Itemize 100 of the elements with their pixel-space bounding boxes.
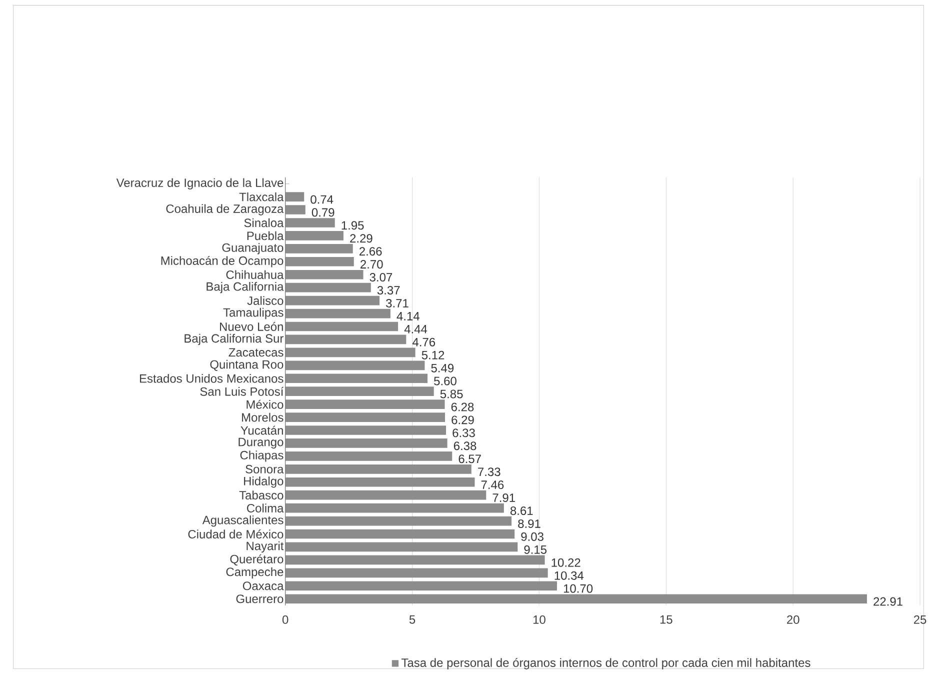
x-tick-label: 20 bbox=[787, 615, 800, 624]
y-tick-label: Durango bbox=[238, 438, 284, 449]
data-label: 4.14 bbox=[396, 312, 420, 320]
data-label: 10.34 bbox=[554, 571, 584, 580]
y-tick-label: Aguascalientes bbox=[202, 515, 284, 527]
y-tick-label: Sinaloa bbox=[244, 218, 284, 228]
bar bbox=[285, 412, 446, 422]
bar bbox=[285, 594, 867, 604]
y-tick-label: Ciudad de México bbox=[188, 530, 284, 538]
data-label: 0.79 bbox=[312, 208, 334, 217]
y-tick-label: Estados Unidos Mexicanos bbox=[140, 374, 284, 383]
y-tick-label: Tabasco bbox=[239, 490, 284, 500]
data-label: 5.49 bbox=[431, 364, 454, 372]
bar bbox=[285, 256, 354, 266]
y-tick-label: Jalisco bbox=[247, 296, 284, 305]
y-tick-label: San Luis Potosí bbox=[200, 386, 284, 396]
bar bbox=[285, 555, 545, 565]
y-tick-label: Veracruz de Ignacio de la Llave bbox=[116, 178, 284, 190]
y-tick-label: Querétaro bbox=[230, 554, 284, 566]
bar bbox=[285, 218, 335, 228]
x-tick-label: 5 bbox=[409, 615, 416, 624]
y-tick-label: Nuevo León bbox=[220, 322, 283, 331]
bar bbox=[285, 322, 398, 332]
y-tick-label: Coahuila de Zaragoza bbox=[166, 204, 284, 216]
data-label: 2.66 bbox=[360, 247, 382, 256]
data-label: 7.91 bbox=[492, 494, 515, 502]
bar bbox=[285, 282, 371, 292]
data-label: 9.03 bbox=[521, 532, 544, 541]
data-label: 6.28 bbox=[451, 402, 474, 412]
data-label: 7.33 bbox=[478, 468, 500, 476]
y-tick-label: Hidalgo bbox=[244, 476, 284, 488]
data-label: 2.70 bbox=[360, 260, 383, 269]
data-label: 6.57 bbox=[458, 454, 481, 464]
bar bbox=[285, 529, 515, 539]
data-label: 8.61 bbox=[510, 506, 533, 515]
bar bbox=[285, 374, 428, 384]
bar bbox=[285, 452, 452, 461]
bar bbox=[285, 296, 380, 306]
y-tick-label: México bbox=[246, 400, 284, 409]
y-tick-label: Chihuahua bbox=[226, 270, 284, 280]
x-tick-label: 25 bbox=[914, 615, 926, 624]
bar bbox=[285, 542, 518, 552]
data-label: 3.37 bbox=[377, 286, 400, 295]
data-label: 22.91 bbox=[874, 597, 902, 606]
data-label: 6.29 bbox=[452, 416, 474, 424]
bar bbox=[285, 192, 304, 202]
x-tick-label: 0 bbox=[282, 615, 288, 624]
data-label: 6.33 bbox=[452, 428, 475, 438]
y-tick-label: Puebla bbox=[247, 231, 284, 240]
bar bbox=[285, 231, 344, 240]
legend-label: Tasa de personal de órganos internos de control por cada cien mil habitantes bbox=[401, 658, 810, 670]
bar bbox=[285, 400, 445, 409]
y-tick-label: Sonora bbox=[246, 464, 284, 474]
bar bbox=[285, 348, 416, 358]
bar bbox=[285, 516, 512, 526]
bar bbox=[285, 270, 364, 280]
data-label: 7.46 bbox=[481, 480, 504, 490]
bar bbox=[285, 205, 306, 214]
y-tick-label: Colima bbox=[247, 504, 284, 512]
data-label: 6.38 bbox=[454, 442, 476, 450]
y-tick-label: Morelos bbox=[242, 412, 284, 422]
y-tick-label: Baja California Sur bbox=[184, 334, 284, 346]
data-label: 5.60 bbox=[434, 376, 456, 386]
bar bbox=[285, 334, 406, 344]
bar bbox=[285, 360, 425, 370]
y-tick-label: Guanajuato bbox=[222, 243, 284, 254]
data-label: 2.29 bbox=[350, 234, 372, 243]
data-label: 1.95 bbox=[342, 221, 364, 230]
y-tick-label: Michoacán de Ocampo bbox=[161, 256, 284, 268]
x-tick-label: 15 bbox=[660, 615, 672, 624]
bar bbox=[285, 477, 475, 487]
y-tick-label: Tlaxcala bbox=[239, 192, 284, 202]
data-label: 9.15 bbox=[524, 545, 547, 554]
y-tick-label: Baja California bbox=[206, 282, 284, 294]
data-label: 5.12 bbox=[422, 350, 444, 360]
y-tick-label: Yucatán bbox=[240, 426, 283, 435]
y-tick-label: Oaxaca bbox=[242, 582, 284, 590]
y-tick-label: Zacatecas bbox=[228, 348, 284, 357]
bar bbox=[285, 244, 353, 254]
bar bbox=[285, 581, 557, 591]
y-tick-label: Tamaulipas bbox=[223, 308, 284, 320]
bar bbox=[285, 503, 504, 513]
data-label: 3.07 bbox=[370, 273, 392, 282]
bar bbox=[285, 426, 446, 435]
data-label: 10.22 bbox=[552, 558, 580, 567]
y-tick-label: Chiapas bbox=[240, 450, 284, 462]
bar bbox=[285, 386, 434, 396]
data-label: 3.71 bbox=[386, 298, 408, 308]
data-label: 5.85 bbox=[440, 390, 463, 398]
bar bbox=[285, 308, 390, 318]
y-tick-label: Nayarit bbox=[246, 541, 284, 553]
data-label: 8.91 bbox=[518, 519, 540, 528]
y-tick-label: Quintana Roo bbox=[210, 360, 284, 371]
bar bbox=[285, 490, 486, 500]
data-label: 4.76 bbox=[412, 338, 436, 346]
data-label: 10.70 bbox=[564, 584, 593, 593]
y-tick-label: Guerrero bbox=[236, 594, 284, 604]
bar bbox=[285, 438, 448, 448]
bar bbox=[285, 568, 548, 578]
data-label: 0.74 bbox=[310, 195, 334, 204]
